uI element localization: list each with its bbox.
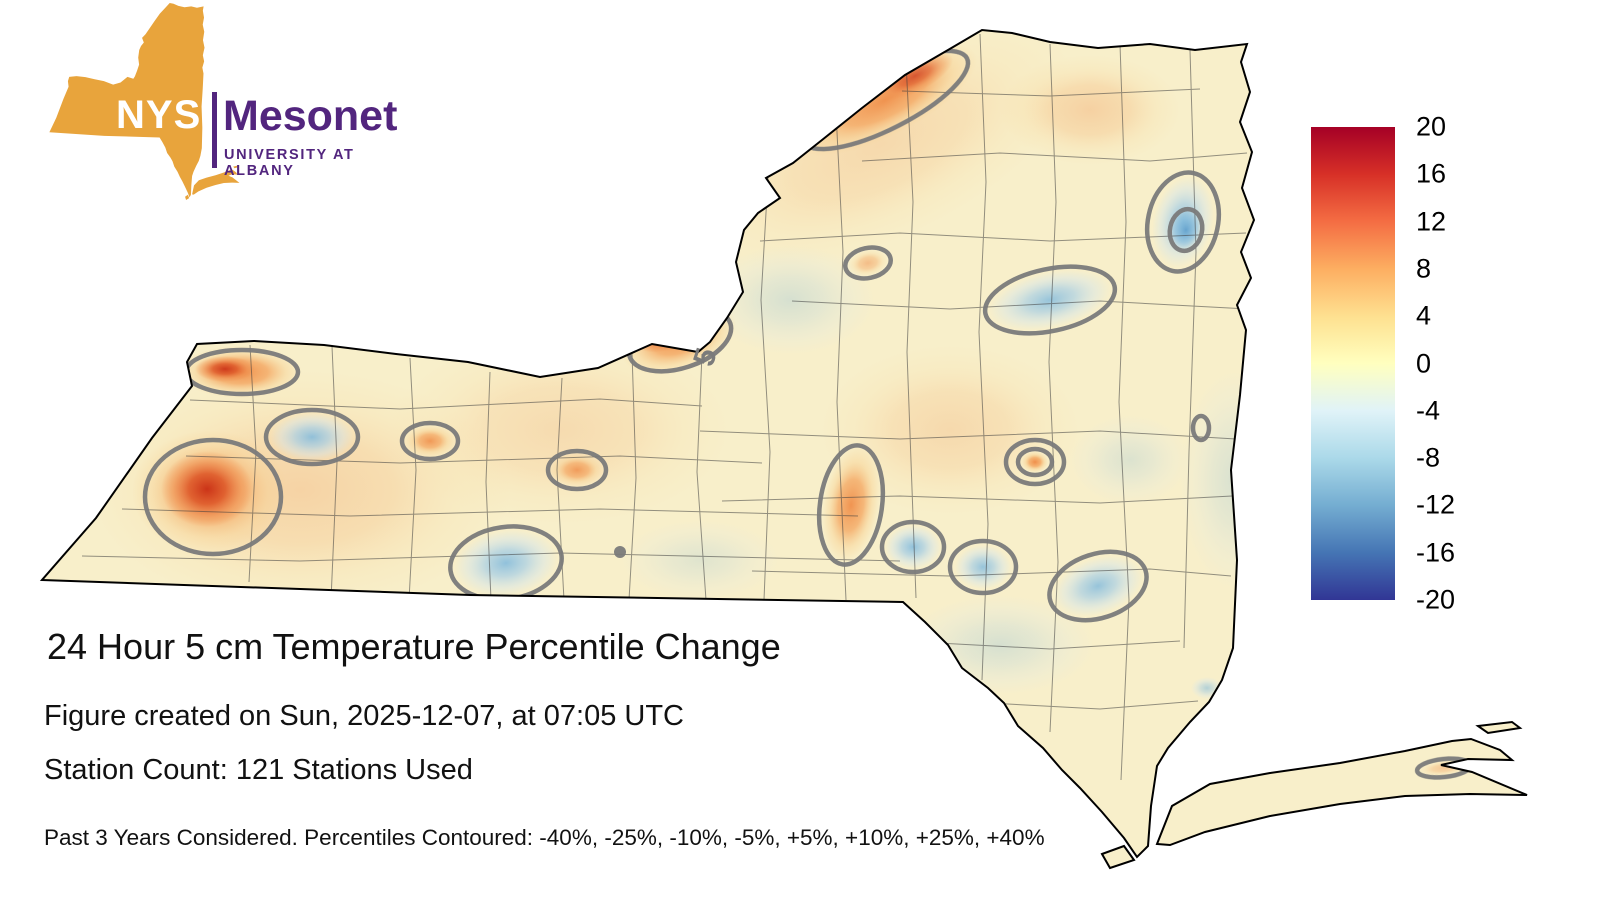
colorbar-tick: 4 xyxy=(1416,300,1432,331)
colorbar-tick: 16 xyxy=(1416,158,1447,189)
colorbar-tick: 20 xyxy=(1416,111,1447,142)
colorbar-tick: 8 xyxy=(1416,253,1432,284)
figure-title: 24 Hour 5 cm Temperature Percentile Chan… xyxy=(47,626,781,667)
colorbar-tick: -12 xyxy=(1416,489,1456,520)
colorbar-tick: -20 xyxy=(1416,584,1456,615)
colorbar xyxy=(1311,127,1395,600)
colorbar-tick: 0 xyxy=(1416,348,1432,378)
colorbar-tick: 12 xyxy=(1416,206,1447,237)
nys-mesonet-logo: NYS Mesonet UNIVERSITY AT ALBANY xyxy=(0,0,430,215)
colorbar-tick: -16 xyxy=(1416,537,1456,568)
logo-nys-text: NYS xyxy=(116,93,202,137)
station-count: Station Count: 121 Stations Used xyxy=(44,754,473,786)
created-timestamp: Figure created on Sun, 2025-12-07, at 07… xyxy=(44,700,684,732)
colorbar-tick: -4 xyxy=(1416,395,1441,426)
logo-divider xyxy=(212,92,217,168)
logo-mesonet-text: Mesonet xyxy=(223,92,398,140)
contour-footnote: Past 3 Years Considered. Percentiles Con… xyxy=(44,825,1045,850)
colorbar-tick-labels: 20 16 12 8 4 0 -4 -8 -12 -16 -20 xyxy=(1416,113,1516,613)
colorbar-tick: -8 xyxy=(1416,442,1441,473)
logo-university-text: UNIVERSITY AT ALBANY xyxy=(224,147,355,179)
cool-anomaly-blobs xyxy=(270,176,1223,699)
colorbar-gradient xyxy=(1311,127,1395,600)
